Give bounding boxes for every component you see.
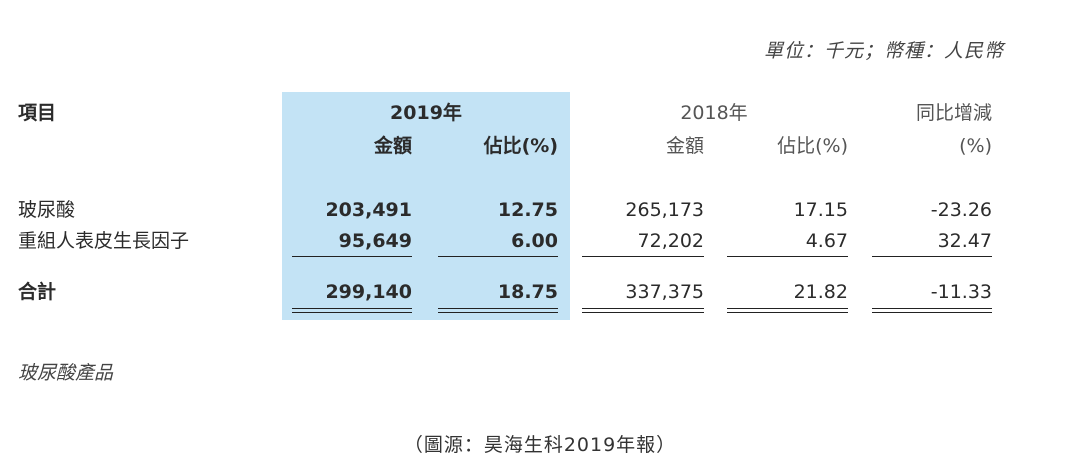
header-yoy: 同比增減 — [915, 102, 992, 124]
header-2018-share: 佔比(%) — [777, 135, 848, 157]
total-double-rule — [292, 308, 412, 313]
row-2018-amount: 265,173 — [625, 199, 704, 221]
total-double-rule — [872, 308, 992, 313]
subtotal-rule — [727, 256, 848, 257]
highlight-2019-column — [282, 92, 570, 320]
section-subheading: 玻尿酸產品 — [18, 362, 114, 384]
total-2019-amount: 299,140 — [325, 281, 412, 303]
total-label: 合計 — [18, 281, 57, 303]
header-yoy-unit: (%) — [959, 135, 992, 157]
row-2019-share: 12.75 — [497, 199, 558, 221]
header-2019-amount: 金額 — [373, 135, 412, 157]
total-2018-share: 21.82 — [793, 281, 848, 303]
subtotal-rule — [582, 256, 704, 257]
subtotal-rule — [438, 256, 558, 257]
row-yoy: -23.26 — [930, 199, 992, 221]
total-double-rule — [727, 308, 848, 313]
source-caption: （圖源：昊海生科2019年報） — [403, 434, 677, 456]
row-2019-share: 6.00 — [511, 230, 558, 252]
subtotal-rule — [872, 256, 992, 257]
total-yoy: -11.33 — [930, 281, 992, 303]
total-double-rule — [582, 308, 704, 313]
header-2018-amount: 金額 — [665, 135, 704, 157]
row-2019-amount: 203,491 — [325, 199, 412, 221]
row-yoy: 32.47 — [937, 230, 992, 252]
row-2018-share: 17.15 — [793, 199, 848, 221]
row-2018-amount: 72,202 — [637, 230, 704, 252]
total-2018-amount: 337,375 — [625, 281, 704, 303]
total-2019-share: 18.75 — [497, 281, 558, 303]
total-double-rule — [438, 308, 558, 313]
row-2019-amount: 95,649 — [338, 230, 412, 252]
unit-note: 單位：千元；幣種：人民幣 — [763, 40, 1004, 62]
row-label: 重組人表皮生長因子 — [18, 230, 190, 252]
row-2018-share: 4.67 — [805, 230, 848, 252]
subtotal-rule — [292, 256, 412, 257]
row-label: 玻尿酸 — [18, 199, 76, 221]
header-2018: 2018年 — [680, 102, 748, 124]
header-item: 項目 — [18, 102, 57, 124]
header-2019-share: 佔比(%) — [483, 135, 558, 157]
header-2019: 2019年 — [390, 102, 462, 124]
